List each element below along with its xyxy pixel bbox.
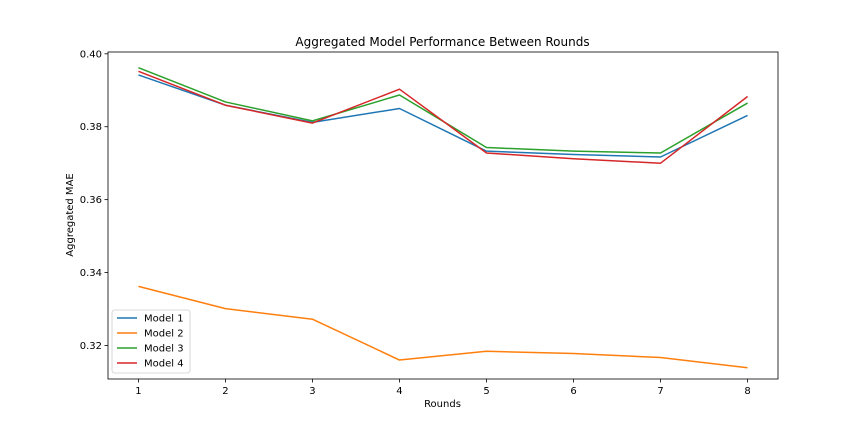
legend: Model 1 Model 2 Model 3 Model 4 bbox=[111, 309, 191, 374]
y-tick-label: 0.40 bbox=[80, 49, 102, 60]
x-axis-label: Rounds bbox=[424, 399, 461, 410]
legend-label: Model 3 bbox=[144, 344, 184, 355]
y-tick-label: 0.34 bbox=[80, 268, 102, 279]
legend-label: Model 1 bbox=[144, 314, 184, 325]
y-tick-label: 0.38 bbox=[80, 122, 102, 133]
legend-box bbox=[111, 309, 191, 374]
x-tick-label: 5 bbox=[483, 386, 489, 397]
legend-label: Model 4 bbox=[144, 359, 184, 370]
plot-area: 1 2 3 4 5 6 7 8 0.32 0.34 0.36 0.38 0.40 bbox=[80, 49, 779, 397]
x-tick-label: 7 bbox=[657, 386, 663, 397]
x-tick-label: 1 bbox=[135, 386, 141, 397]
legend-label: Model 2 bbox=[144, 329, 184, 340]
series-line-1 bbox=[138, 74, 748, 158]
x-tick-label: 4 bbox=[396, 386, 402, 397]
series-line-4 bbox=[138, 70, 749, 164]
axes-frame bbox=[107, 51, 779, 380]
chart-title: Aggregated Model Performance Between Rou… bbox=[295, 35, 589, 49]
y-tick-label: 0.36 bbox=[80, 195, 102, 206]
series-line-3 bbox=[138, 66, 748, 154]
y-axis-label: Aggregated MAE bbox=[65, 173, 76, 256]
x-tick-label: 8 bbox=[744, 386, 750, 397]
x-tick-label: 6 bbox=[570, 386, 576, 397]
x-tick-label: 3 bbox=[309, 386, 315, 397]
series-line-2 bbox=[138, 285, 748, 369]
x-tick-label: 2 bbox=[222, 386, 228, 397]
y-tick-label: 0.32 bbox=[80, 341, 102, 352]
